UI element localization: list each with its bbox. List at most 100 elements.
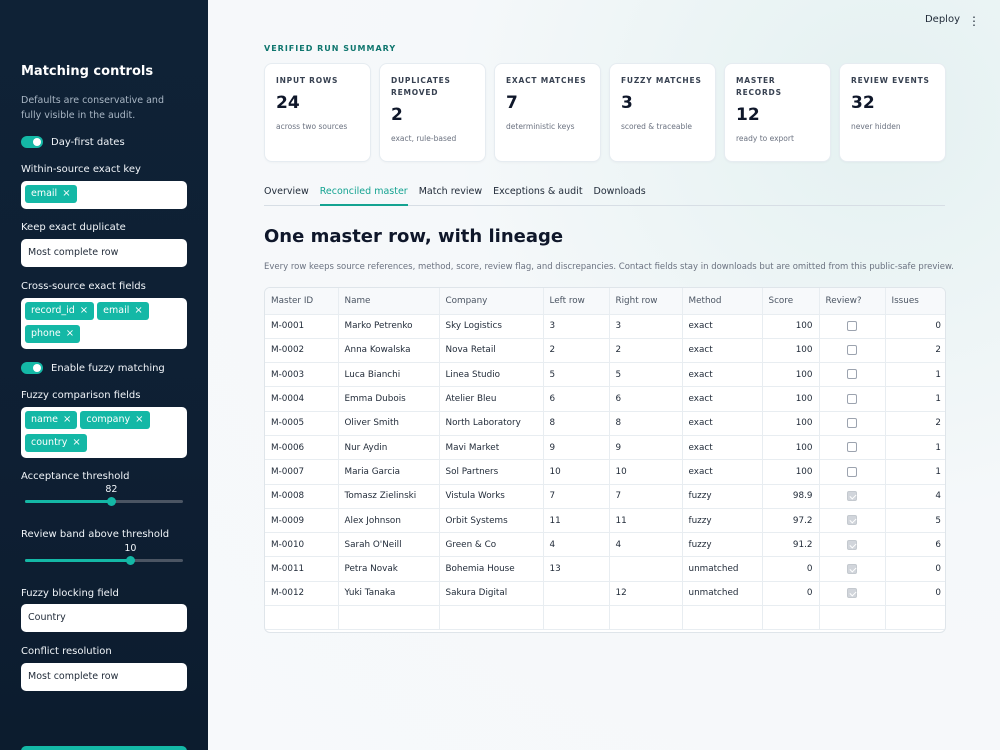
table-cell: 100: [762, 411, 820, 436]
chip-email[interactable]: email ×: [97, 302, 149, 320]
review-checkbox[interactable]: [847, 539, 857, 550]
conflict-select[interactable]: Most complete row: [21, 663, 187, 691]
table-row[interactable]: M-0004 Emma Dubois Atelier Bleu 6 6 exact 100 1: [265, 386, 945, 412]
table-cell: Marko Petrenko: [338, 314, 440, 339]
column-header[interactable]: Name: [338, 288, 440, 315]
review-cell: [819, 338, 886, 364]
review-checkbox[interactable]: [847, 563, 857, 574]
column-header[interactable]: Master ID: [265, 288, 339, 315]
table-row[interactable]: M-0001 Marko Petrenko Sky Logistics 3 3 exact…: [265, 314, 945, 339]
table-row[interactable]: M-0006 Nur Aydin Mavi Market 9 9 exact 100 1: [265, 435, 945, 461]
review-checkbox[interactable]: [847, 393, 857, 404]
summary-eyebrow: VERIFIED RUN SUMMARY: [264, 44, 397, 53]
table-cell: 98.9: [762, 484, 820, 509]
blocking-select[interactable]: Country: [21, 604, 187, 632]
table-cell: 4: [609, 532, 683, 558]
review-checkbox[interactable]: [847, 442, 857, 453]
chip-phone[interactable]: phone ×: [25, 325, 81, 343]
chip-company[interactable]: company ×: [80, 411, 150, 429]
column-header[interactable]: Score: [762, 288, 820, 315]
table-row[interactable]: M-0012 Yuki Tanaka Sakura Digital 12 unmatch…: [265, 581, 945, 607]
table-cell: M-0008: [265, 484, 339, 509]
table-cell: Nur Aydin: [338, 435, 440, 461]
close-icon[interactable]: ×: [135, 414, 144, 425]
fuzzy-fields-multiselect[interactable]: name × company × country ×: [21, 407, 187, 458]
table-cell: [885, 605, 945, 631]
table-cell: 0: [885, 581, 945, 607]
table-row[interactable]: M-0002 Anna Kowalska Nova Retail 2 2 exact 100…: [265, 338, 945, 364]
close-icon[interactable]: ×: [79, 305, 89, 316]
table-cell: M-0001: [265, 314, 339, 339]
table-cell: [609, 556, 683, 582]
keep-duplicate-select[interactable]: Most complete row: [21, 239, 187, 267]
summary-card-master-records: MASTER RECORDS 12 ready to export: [724, 63, 831, 162]
chip-country[interactable]: country ×: [25, 434, 87, 452]
table-row[interactable]: M-0003 Luca Bianchi Linea Studio 5 5 exact 100…: [265, 362, 945, 388]
review-checkbox[interactable]: [847, 345, 857, 356]
review-checkbox[interactable]: [847, 588, 857, 599]
table-cell: 2: [609, 338, 683, 364]
section-title: One master row, with lineage: [264, 226, 564, 247]
table-cell: exact: [682, 435, 763, 461]
table-row[interactable]: M-0007 Maria Garcia Sol Partners 10 10 exact 1…: [265, 459, 945, 485]
close-icon[interactable]: ×: [62, 414, 72, 425]
table-cell: 3: [543, 314, 610, 339]
table-cell: 5: [543, 362, 610, 388]
review-cell: [819, 459, 886, 485]
review-band-thumb[interactable]: [126, 556, 136, 565]
column-header[interactable]: Right row: [609, 288, 683, 315]
column-header[interactable]: Left row: [543, 288, 610, 315]
tab-overview[interactable]: Overview: [264, 186, 309, 197]
summary-card-duplicates-removed: DUPLICATES REMOVED 2 exact, rule-based: [379, 63, 486, 162]
threshold-thumb[interactable]: [107, 497, 117, 506]
threshold-slider[interactable]: 82: [25, 484, 183, 506]
within-key-multiselect[interactable]: email ×: [21, 181, 187, 209]
run-button[interactable]: [21, 746, 187, 750]
close-icon[interactable]: ×: [62, 188, 71, 199]
chip-record_id[interactable]: record_id ×: [25, 302, 95, 320]
table-cell: M-0009: [265, 508, 339, 534]
review-cell: [819, 314, 886, 339]
card-label: MASTER RECORDS: [736, 76, 782, 97]
tab-match-review[interactable]: Match review: [418, 186, 483, 197]
column-header[interactable]: Method: [682, 288, 763, 315]
table-row-empty[interactable]: [265, 605, 945, 631]
table-cell: M-0006: [265, 435, 339, 461]
close-icon[interactable]: ×: [134, 305, 143, 316]
review-checkbox[interactable]: [847, 490, 857, 501]
table-row[interactable]: M-0010 Sarah O'Neill Green & Co 4 4 fuzzy 91.2…: [265, 532, 945, 558]
master-table[interactable]: Master ID Name Company Left row Right row Met…: [264, 287, 946, 633]
review-band-slider[interactable]: 10: [25, 543, 183, 565]
tab-reconciled-master[interactable]: Reconciled master: [319, 181, 408, 206]
table-row[interactable]: M-0009 Alex Johnson Orbit Systems 11 11 fuzzy…: [265, 508, 945, 534]
deploy-button[interactable]: Deploy: [924, 14, 960, 25]
close-icon[interactable]: ×: [72, 437, 81, 448]
table-cell: 4: [885, 484, 945, 509]
review-checkbox[interactable]: [847, 466, 857, 477]
tab-exceptions-audit[interactable]: Exceptions & audit: [493, 186, 583, 197]
tab-downloads[interactable]: Downloads: [593, 186, 646, 197]
chip-email[interactable]: email ×: [25, 185, 77, 203]
day-first-toggle-row[interactable]: Day-first dates: [21, 136, 125, 148]
kebab-icon[interactable]: ⋮: [968, 14, 980, 28]
review-checkbox[interactable]: [847, 320, 857, 331]
chip-name[interactable]: name ×: [25, 411, 78, 429]
table-cell: M-0003: [265, 362, 339, 388]
fuzzy-toggle[interactable]: [21, 362, 43, 374]
column-header[interactable]: Company: [439, 288, 544, 315]
table-cell: 100: [762, 435, 820, 461]
cross-fields-multiselect[interactable]: record_id × email × phone ×: [21, 298, 187, 349]
column-header[interactable]: Review?: [819, 288, 886, 315]
column-header[interactable]: Issues: [885, 288, 945, 315]
review-checkbox[interactable]: [847, 515, 857, 526]
table-row[interactable]: M-0011 Petra Novak Bohemia House 13 unmatche…: [265, 556, 945, 582]
review-checkbox[interactable]: [847, 369, 857, 380]
chip-label: name: [31, 414, 58, 425]
fuzzy-toggle-row[interactable]: Enable fuzzy matching: [21, 362, 165, 374]
day-first-toggle[interactable]: [21, 136, 43, 148]
table-row[interactable]: M-0005 Oliver Smith North Laboratory 8 8 exac…: [265, 411, 945, 436]
review-checkbox[interactable]: [847, 418, 857, 429]
table-cell: Green & Co: [439, 532, 544, 558]
close-icon[interactable]: ×: [65, 328, 75, 339]
table-row[interactable]: M-0008 Tomasz Zielinski Vistula Works 7 7 fuz…: [265, 484, 945, 509]
